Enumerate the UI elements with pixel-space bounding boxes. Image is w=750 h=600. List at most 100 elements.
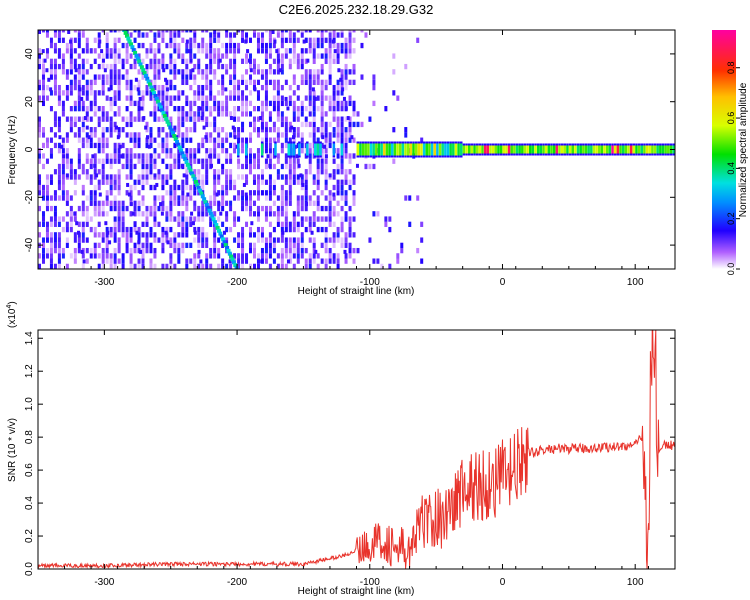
spectrogram-band-edge [475, 153, 479, 156]
spectrogram-cell [213, 48, 217, 54]
spectrogram-cell [344, 237, 348, 243]
spectrogram-cell [316, 184, 320, 191]
spectrogram-cell [125, 53, 129, 59]
spectrogram-streak-cell [140, 106, 144, 111]
spectrogram-cell [173, 232, 177, 238]
spectrogram-cell [284, 200, 288, 206]
spectrogram-cell [121, 232, 125, 238]
spectrogram-cell [304, 106, 308, 112]
spectrogram-cell [229, 174, 233, 180]
spectrogram-cell [348, 179, 352, 185]
spectrogram-cell [308, 74, 312, 80]
spectrogram-band-edge [319, 141, 322, 144]
spectrogram-cell [328, 132, 332, 138]
spectrogram-cell [38, 263, 41, 269]
spectrogram-cell [280, 142, 284, 149]
spectrogram-band-cell [274, 143, 277, 156]
spectrogram-cell [276, 116, 280, 122]
spectrogram-cell [348, 158, 352, 164]
spectrogram-cell [105, 190, 109, 196]
spectrogram-cell [308, 221, 312, 227]
spectrogram-cell [145, 127, 149, 133]
spectrogram-cell [304, 48, 308, 54]
spectrogram-cell [312, 111, 316, 117]
spectrogram-cell [252, 174, 256, 180]
spectrogram-cell [252, 79, 256, 86]
spectrogram-cell [280, 100, 284, 107]
spectrogram-cell [280, 42, 284, 49]
spectrogram-cell [368, 116, 372, 122]
spectrogram-band-cell [372, 143, 375, 156]
spectrogram-diagonal-cell [200, 194, 205, 199]
spectrogram-streak-cell [311, 87, 315, 92]
spectrogram-cell [316, 137, 320, 143]
spectrogram-cell [73, 190, 77, 196]
spectrogram-band-cell [627, 145, 630, 154]
spectrogram-cell [256, 253, 260, 259]
spectrogram-cell [296, 158, 300, 164]
spectrogram-cell [284, 195, 288, 201]
spectrogram-cell [348, 132, 352, 138]
spectrogram-cell [185, 111, 189, 117]
spectrogram-cell [312, 221, 316, 227]
spectrogram-cell [312, 216, 316, 222]
spectrogram-cell [288, 258, 292, 264]
spectrogram-cell [117, 174, 121, 180]
spectrogram-cell [320, 153, 324, 159]
spectrogram-band-cell [444, 143, 447, 156]
spectrogram-cell [181, 190, 185, 196]
spectrogram-cell [312, 37, 316, 43]
spectrogram-diagonal-cell [202, 197, 207, 202]
spectrogram-cell [169, 205, 173, 212]
spectrogram-cell [332, 84, 336, 91]
spectrogram-cell [340, 184, 344, 191]
spectrogram-cell [105, 37, 109, 43]
spectrogram-cell [53, 74, 57, 80]
spectrogram-band-cell [595, 145, 598, 154]
spectrogram-cell [133, 84, 137, 91]
spectrogram-cell [185, 116, 189, 122]
spectrogram-cell [245, 258, 249, 264]
spectrogram-cell [245, 205, 249, 212]
spectrogram-cell [205, 132, 209, 138]
spectrogram-cell [93, 153, 97, 159]
spectrogram-cell [125, 232, 129, 238]
spectrogram-cell [276, 127, 280, 133]
spectrogram-cell [113, 205, 117, 212]
spectrogram-band-edge [669, 153, 673, 156]
spectrogram-cell [145, 169, 149, 175]
spectrogram-cell [157, 74, 161, 80]
spectrogram-streak-cell [297, 163, 301, 168]
spectrogram-cell [340, 121, 344, 128]
spectrogram-streak-cell [209, 163, 213, 168]
spectrogram-band-cell [367, 143, 370, 156]
spectrogram-cell [109, 74, 113, 80]
spectrogram-band-edge [505, 143, 508, 146]
snr-line-chart: -300 -200 -100 0 100 0.00.20.40.60.81.01.21.… [6, 301, 676, 597]
spectrogram-cell [209, 200, 213, 206]
spectrogram-band-cell [629, 145, 633, 154]
spectrogram-cell [157, 116, 161, 122]
spectrogram-band-edge [332, 141, 336, 144]
spectrogram-band-edge [640, 143, 643, 146]
spectrogram-cell [38, 232, 41, 238]
spectrogram-cell [77, 132, 81, 138]
spectrogram-cell [332, 211, 336, 217]
spectrogram-band-cell [616, 145, 620, 154]
spectrogram-cell [256, 190, 260, 196]
snr-x-tick-label: -300 [94, 577, 114, 588]
spectrogram-cell [173, 127, 177, 133]
spectrogram-cell [209, 95, 213, 101]
spectrogram-cell [241, 148, 245, 154]
spectrogram-band-edge [566, 153, 569, 156]
spectrogram-cell [328, 48, 332, 54]
spectrogram-cell [113, 37, 117, 43]
spectrogram-band-cell [290, 143, 293, 156]
spectrogram-cell [189, 195, 193, 201]
spectrogram-cell [113, 179, 117, 185]
spectrogram-cell [65, 200, 69, 206]
spectrogram-cell [249, 163, 253, 170]
spectrogram-band-edge [316, 141, 320, 144]
spectrogram-cell [320, 106, 324, 112]
spectrogram-cell [304, 226, 308, 233]
